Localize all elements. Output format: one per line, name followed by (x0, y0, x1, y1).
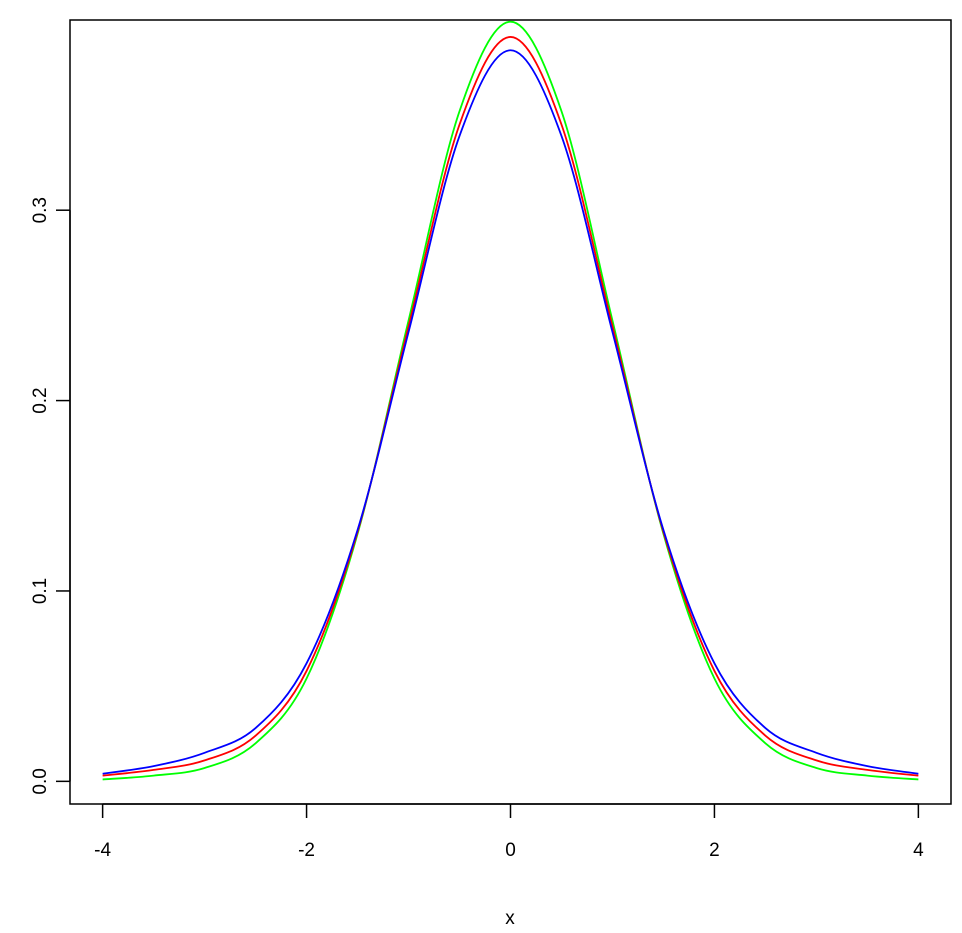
x-tick-label: -2 (298, 840, 315, 861)
density-curve-3 (102, 49, 919, 775)
plot-frame (69, 19, 952, 805)
y-tick-label: 0.3 (30, 197, 51, 223)
y-tick-label: 0.0 (30, 768, 51, 794)
y-axis: 0.0 0.1 0.2 0.3 (30, 197, 71, 795)
x-axis-label: x (505, 908, 515, 929)
density-curve-1 (102, 20, 919, 781)
x-tick-label: 0 (505, 840, 516, 861)
density-curve-2 (102, 36, 919, 777)
series-layer (102, 20, 919, 781)
y-tick-label: 0.1 (30, 578, 51, 604)
x-tick-label: 2 (709, 840, 720, 861)
x-tick-label: -4 (94, 840, 111, 861)
x-tick-label: 4 (913, 840, 924, 861)
y-tick-label: 0.2 (30, 387, 51, 413)
x-axis: -4 -2 0 2 4 (94, 803, 924, 861)
